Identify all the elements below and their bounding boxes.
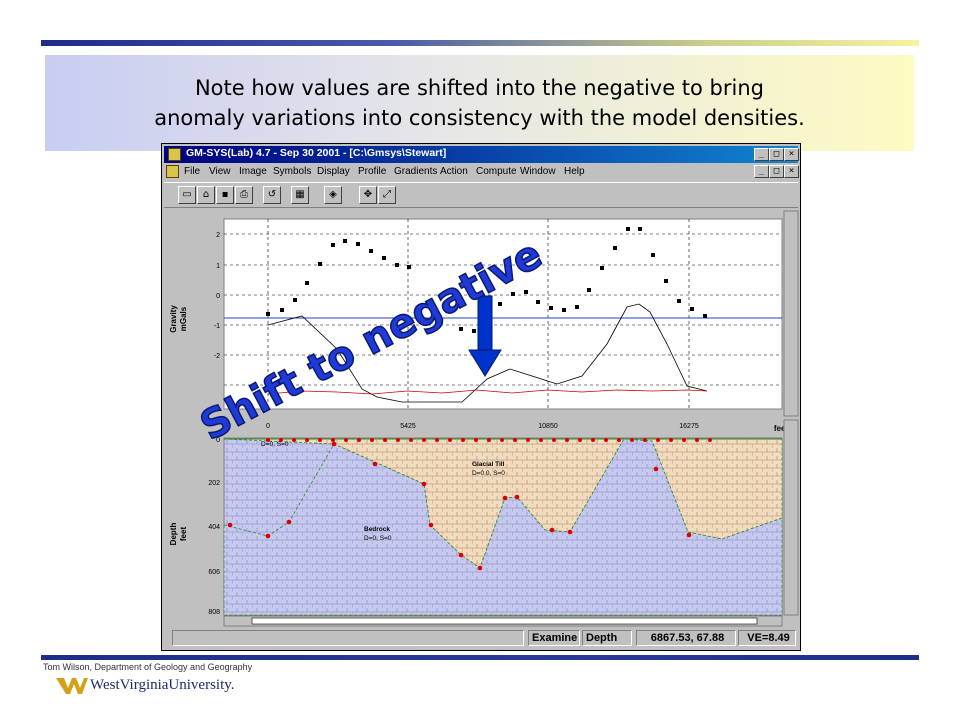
- gravity-ytick-neg1: -1: [214, 323, 220, 330]
- bedrock-props: D=0, S=0: [364, 535, 392, 542]
- glacial-till-props: D=0.0, S=0: [472, 470, 505, 477]
- app-icon[interactable]: [168, 148, 181, 161]
- doc-close-button[interactable]: ×: [784, 165, 799, 178]
- open-icon[interactable]: ⌂: [197, 186, 215, 204]
- observed-points: [266, 227, 707, 333]
- bedrock-body[interactable]: [223, 438, 783, 616]
- caption-box: Note how values are shifted into the neg…: [45, 55, 914, 151]
- depth-ytick-606: 606: [208, 569, 220, 576]
- university-name: WestVirginiaUniversity.: [90, 677, 235, 693]
- glacial-till-label: Glacial Till: [472, 461, 505, 468]
- maximize-button[interactable]: □: [769, 148, 784, 161]
- status-ve: VE=8.49: [738, 630, 796, 646]
- title-bar[interactable]: GM-SYS(Lab) 4.7 - Sep 30 2001 - [C:\Gmsy…: [164, 146, 799, 163]
- bedrock-label: Bedrock: [364, 526, 390, 533]
- top-accent-bar: [41, 40, 919, 46]
- status-type: Depth: [582, 630, 632, 646]
- book-icon[interactable]: ◈: [324, 186, 342, 204]
- profile-plot: 2 1 0 -1 -2 Gravity mGals: [164, 210, 799, 627]
- menu-view[interactable]: View: [209, 166, 231, 177]
- gravity-ytick-1: 1: [216, 263, 220, 270]
- zoom-icon[interactable]: ⤢: [378, 186, 396, 204]
- depth-ytick-808: 808: [208, 609, 220, 616]
- bottom-accent-bar: [41, 655, 919, 660]
- gravity-scrollbar[interactable]: [783, 210, 799, 417]
- menu-file[interactable]: File: [184, 166, 201, 177]
- wvu-logo-icon: [56, 678, 88, 694]
- depth-ylabel-1: Depth: [169, 523, 178, 546]
- depth-ytick-404: 404: [208, 524, 220, 531]
- gravity-ylabel-2: mGals: [179, 306, 188, 331]
- gravity-ytick-2: 2: [216, 232, 220, 239]
- print-icon[interactable]: ⎙: [235, 186, 253, 204]
- depth-ytick-0: 0: [216, 437, 220, 444]
- menu-bar: File View Image Symbols Display Profile …: [164, 164, 799, 180]
- doc-restore-button[interactable]: □: [769, 165, 784, 178]
- gravity-ylabel-1: Gravity: [169, 305, 178, 333]
- gravity-grid: [224, 219, 782, 409]
- menu-action[interactable]: Action: [440, 166, 468, 177]
- caption-line-1: Note how values are shifted into the neg…: [194, 76, 764, 100]
- depth-scrollbar[interactable]: [783, 419, 799, 616]
- shift-arrow: [468, 295, 502, 377]
- menu-help[interactable]: Help: [564, 166, 585, 177]
- error-curve: [267, 389, 708, 395]
- status-bar: Examine Depth 6867.53, 67.88 VE=8.49: [164, 628, 798, 648]
- top-body-props: D=0, S=0: [261, 441, 289, 448]
- save-icon[interactable]: ▪: [216, 186, 234, 204]
- xtick-16275: 16275: [679, 423, 699, 430]
- window-title: GM-SYS(Lab) 4.7 - Sep 30 2001 - [C:\Gmsy…: [186, 147, 447, 159]
- footer-credit: Tom Wilson, Department of Geology and Ge…: [43, 662, 253, 672]
- status-message: [172, 630, 524, 646]
- new-icon[interactable]: ▭: [178, 186, 196, 204]
- xtick-10850: 10850: [538, 423, 558, 430]
- menu-window[interactable]: Window: [520, 166, 556, 177]
- menu-symbols[interactable]: Symbols: [273, 166, 312, 177]
- status-mode: Examine: [528, 630, 580, 646]
- caption-line-2: anomaly variations into consistency with…: [154, 106, 805, 130]
- depth-ylabel-2: feet: [179, 527, 188, 542]
- move-icon[interactable]: ✥: [359, 186, 377, 204]
- document-icon[interactable]: [166, 165, 179, 178]
- menu-display[interactable]: Display: [317, 166, 350, 177]
- menu-image[interactable]: Image: [239, 166, 267, 177]
- depth-ytick-202: 202: [208, 480, 220, 487]
- xtick-0: 0: [266, 423, 270, 430]
- menu-gradients[interactable]: Gradients: [394, 166, 438, 177]
- minimize-button[interactable]: _: [754, 148, 769, 161]
- gravity-ytick-0: 0: [216, 293, 220, 300]
- menu-profile[interactable]: Profile: [358, 166, 387, 177]
- undo-icon[interactable]: ↺: [263, 186, 281, 204]
- xtick-5425: 5425: [400, 423, 416, 430]
- caption-text: Note how values are shifted into the neg…: [134, 73, 825, 133]
- toolbar: ▭ ⌂ ▪ ⎙ ↺ ▦ ◈ ✥ ⤢: [164, 182, 798, 208]
- scrollbar-thumb[interactable]: [251, 617, 758, 625]
- status-coords: 6867.53, 67.88: [636, 630, 736, 646]
- doc-minimize-button[interactable]: _: [754, 165, 769, 178]
- menu-compute[interactable]: Compute: [476, 166, 517, 177]
- app-window: GM-SYS(Lab) 4.7 - Sep 30 2001 - [C:\Gmsy…: [161, 143, 801, 651]
- gravity-ytick-neg2: -2: [214, 353, 220, 360]
- calculator-icon[interactable]: ▦: [291, 186, 309, 204]
- model-vertices: [227, 438, 712, 571]
- close-button[interactable]: ×: [784, 148, 799, 161]
- calculated-curve: [267, 303, 708, 403]
- xaxis-unit: feet: [774, 424, 789, 433]
